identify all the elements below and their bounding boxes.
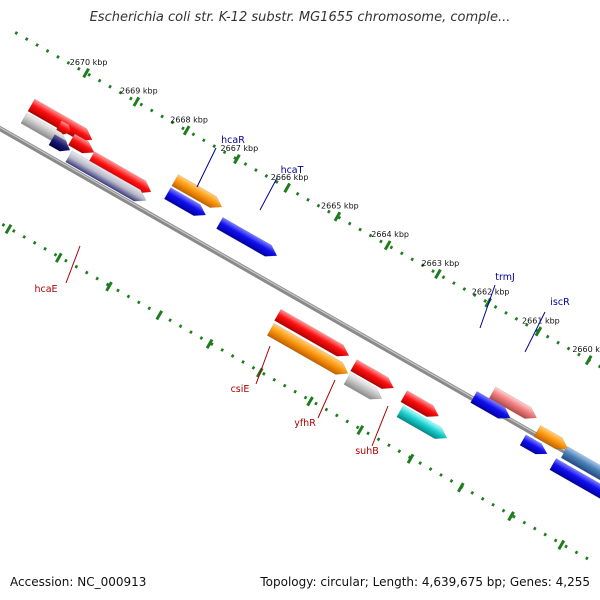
gene-labels: hcaR hcaT trmJ iscR hcaE csiE yfhR suhB: [34, 135, 570, 457]
gene-feature[interactable]: [171, 174, 225, 213]
major-tick: [132, 96, 141, 107]
gene-feature[interactable]: [274, 308, 352, 361]
gene-feature[interactable]: [163, 187, 209, 221]
gene-label[interactable]: iscR: [550, 297, 570, 308]
major-tick: [283, 182, 291, 193]
major-tick: [233, 154, 241, 165]
gene-label[interactable]: csiE: [231, 384, 250, 395]
kbp-label: 2666 kbp: [271, 173, 309, 182]
kbp-label: 2662 kbp: [472, 288, 510, 297]
gene-feature[interactable]: [343, 372, 385, 404]
kbp-label: 2665 kbp: [321, 201, 359, 210]
major-tick: [82, 67, 90, 79]
gene-feature[interactable]: [55, 120, 74, 137]
gene-label[interactable]: hcaR: [221, 135, 245, 146]
chromosome-backbone: [0, 109, 600, 491]
inner-tick-track: [0, 181, 591, 562]
gene-feature[interactable]: [266, 322, 351, 379]
map-title: Escherichia coli str. K-12 substr. MG165…: [89, 10, 511, 25]
inner-major-tick: [205, 338, 214, 349]
inner-ticks: [4, 223, 566, 550]
major-tick: [333, 211, 342, 222]
kbp-label: 2664 kbp: [371, 230, 409, 239]
gene-label[interactable]: trmJ: [495, 272, 515, 283]
kbp-label: 2670 kbp: [70, 58, 108, 67]
gene-label[interactable]: suhB: [355, 446, 379, 457]
gene-label[interactable]: yfhR: [294, 418, 316, 429]
gene-feature[interactable]: [216, 216, 280, 261]
inner-major-tick: [507, 511, 515, 522]
major-tick: [434, 268, 442, 280]
kbp-label: 2663 kbp: [422, 259, 460, 268]
major-tick: [534, 326, 543, 337]
gene-feature[interactable]: [48, 134, 73, 156]
accession-text: Accession: NC_000913: [10, 575, 147, 589]
inner-major-tick: [155, 310, 164, 321]
gene-label[interactable]: hcaT: [281, 165, 304, 176]
kbp-label: 2669 kbp: [120, 87, 158, 96]
chromosome-backbone-highlight: [0, 110, 600, 489]
gene-feature[interactable]: [560, 446, 600, 495]
gene-features: [20, 98, 600, 508]
gene-feature[interactable]: [400, 390, 442, 422]
gene-feature[interactable]: [65, 150, 150, 206]
major-tick: [584, 355, 593, 366]
kbp-label: 2660 kbp: [572, 345, 600, 354]
topology-text: Topology: circular; Length: 4,639,675 bp…: [260, 575, 590, 589]
gene-leader-line: [259, 177, 278, 211]
gene-feature[interactable]: [350, 359, 396, 394]
inner-major-tick: [4, 223, 13, 235]
inner-major-tick: [54, 252, 63, 263]
inner-major-tick: [356, 424, 365, 436]
gene-feature[interactable]: [488, 386, 540, 424]
gene-feature[interactable]: [470, 390, 514, 423]
gene-leader-line: [317, 379, 336, 419]
kbp-label: 2667 kbp: [221, 144, 259, 153]
kbp-label: 2668 kbp: [170, 115, 208, 124]
gene-leader-line: [255, 345, 271, 385]
inner-major-tick: [457, 482, 465, 493]
gene-feature[interactable]: [533, 424, 571, 454]
gene-leader-line: [196, 147, 217, 188]
inner-major-tick: [557, 539, 566, 550]
gene-feature[interactable]: [549, 458, 600, 508]
gene-leader-line: [524, 311, 546, 353]
inner-major-tick: [406, 453, 415, 464]
gene-feature[interactable]: [67, 133, 97, 158]
inner-major-tick: [105, 281, 113, 292]
major-tick: [182, 125, 191, 136]
gene-label[interactable]: hcaE: [34, 284, 57, 295]
major-tick: [383, 240, 392, 251]
gene-feature[interactable]: [396, 405, 450, 444]
gene-leader-line: [479, 284, 496, 329]
gene-feature[interactable]: [519, 434, 550, 459]
inner-major-tick: [306, 396, 314, 407]
gene-leader-line: [65, 245, 81, 284]
gene-leader-line: [371, 405, 389, 447]
